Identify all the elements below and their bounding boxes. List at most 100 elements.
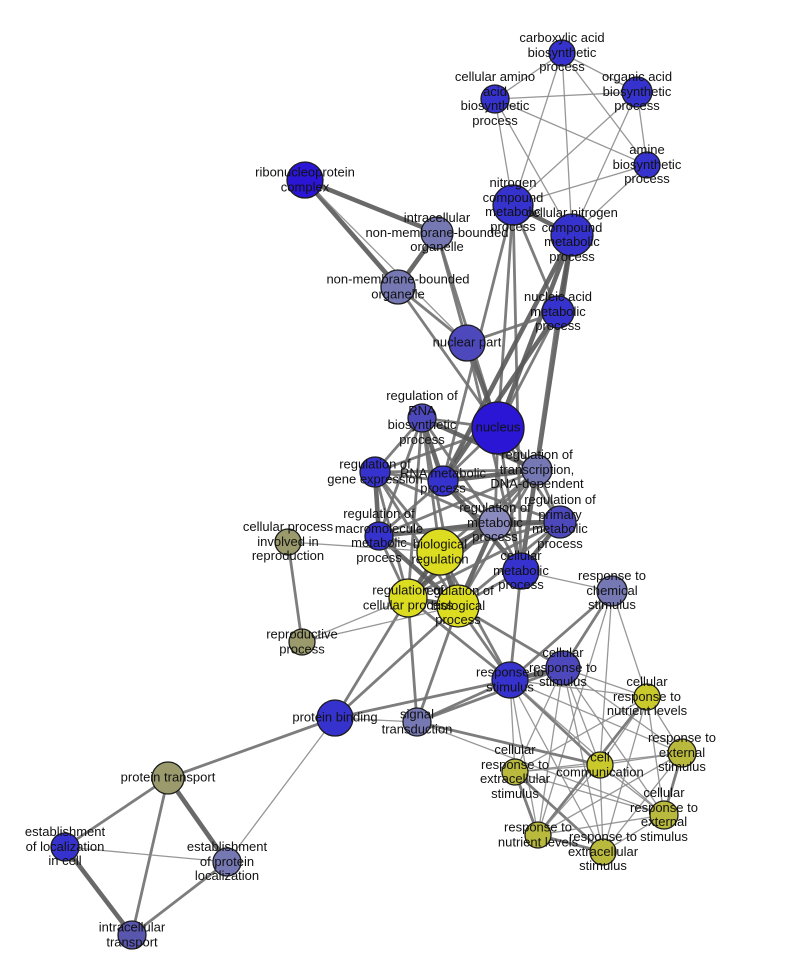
node-rmp[interactable] bbox=[478, 506, 512, 540]
edge-oaba-caaba bbox=[494, 91, 638, 100]
node-rtes[interactable] bbox=[667, 738, 697, 768]
edge-crts-cres bbox=[514, 667, 564, 773]
edge-rcp-rts bbox=[406, 596, 512, 682]
edge-caba-cncmp bbox=[561, 52, 573, 236]
edge-rts-rcs bbox=[508, 589, 614, 682]
edge-amba-ncmp bbox=[512, 164, 648, 206]
edge-epl-itrans bbox=[130, 860, 229, 937]
node-repro[interactable] bbox=[288, 628, 316, 656]
edge-bioreg-cpir bbox=[287, 541, 441, 553]
node-nucleus[interactable] bbox=[471, 401, 525, 455]
node-bioreg[interactable] bbox=[416, 528, 464, 576]
node-st[interactable] bbox=[402, 707, 432, 737]
edge-pb-epl bbox=[226, 717, 336, 863]
node-itrans[interactable] bbox=[117, 920, 147, 950]
edge-st-ccom bbox=[415, 720, 602, 767]
edge-pb-ptrans bbox=[166, 716, 337, 780]
node-pb[interactable] bbox=[316, 699, 354, 737]
edge-oaba-cncmp bbox=[571, 91, 638, 236]
node-rtnl[interactable] bbox=[524, 821, 552, 849]
edge-elc-itrans bbox=[62, 844, 135, 938]
edge-crnl-cres bbox=[514, 696, 648, 773]
edge-crtes-rtnl bbox=[537, 814, 665, 836]
node-cncmp[interactable] bbox=[550, 213, 594, 257]
node-rtdd[interactable] bbox=[521, 454, 553, 486]
node-rcp[interactable] bbox=[388, 578, 428, 618]
edge-rnp-nmbo bbox=[302, 177, 401, 290]
edge-namp-rnamp bbox=[440, 309, 561, 484]
edge-ccom-rtextra bbox=[599, 764, 604, 853]
edge-ptrans-elc bbox=[63, 776, 170, 849]
node-npart[interactable] bbox=[448, 324, 486, 362]
node-oaba[interactable] bbox=[621, 76, 653, 108]
edge-rts-crtes bbox=[509, 679, 665, 816]
edge-rtdd-rmmp bbox=[377, 468, 539, 538]
edge-rcs-rtnl bbox=[537, 590, 613, 836]
node-crts[interactable] bbox=[545, 650, 581, 686]
node-rnamp[interactable] bbox=[427, 465, 459, 497]
edge-ncmp-nucleus bbox=[496, 203, 515, 430]
edge-rcp-pb bbox=[333, 596, 410, 720]
edge-rts-rtnl bbox=[509, 679, 539, 836]
edge-rcs-crnl bbox=[611, 590, 648, 698]
edge-caaba-cncmp bbox=[494, 98, 573, 236]
node-amba[interactable] bbox=[633, 151, 661, 179]
node-namp[interactable] bbox=[541, 295, 575, 329]
node-ccom[interactable] bbox=[586, 751, 614, 779]
node-rbp[interactable] bbox=[436, 584, 480, 628]
edge-rts-crnl bbox=[509, 679, 648, 698]
edge-caba-amba bbox=[561, 52, 648, 166]
edge-cncmp-nucleus bbox=[495, 232, 575, 431]
edge-crts-st bbox=[415, 666, 565, 724]
edge-rtes-rtnl bbox=[537, 752, 683, 836]
node-rtextra[interactable] bbox=[589, 838, 617, 866]
edge-ptrans-epl bbox=[165, 775, 230, 865]
node-inmbo[interactable] bbox=[420, 216, 454, 250]
node-elc[interactable] bbox=[50, 832, 80, 862]
node-crtes[interactable] bbox=[649, 800, 679, 830]
edge-rpmp-rcp bbox=[406, 520, 562, 600]
node-cres[interactable] bbox=[501, 758, 529, 786]
edge-rbp-repro bbox=[301, 605, 459, 643]
edge-rge-rbp bbox=[373, 470, 460, 608]
node-rnp[interactable] bbox=[286, 161, 324, 199]
node-crnl[interactable] bbox=[633, 683, 661, 711]
edge-rts-pb bbox=[333, 678, 512, 720]
node-ncmp[interactable] bbox=[492, 184, 534, 226]
node-rmmp[interactable] bbox=[364, 521, 394, 551]
node-rcs[interactable] bbox=[596, 575, 628, 607]
edge-crnl-rtextra bbox=[602, 696, 648, 853]
node-caba[interactable] bbox=[548, 39, 576, 67]
edge-caaba-amba bbox=[494, 98, 648, 166]
edge-rnp-npart bbox=[304, 179, 468, 344]
node-rpmp[interactable] bbox=[543, 505, 577, 539]
edge-cres-crtes bbox=[514, 771, 665, 816]
edge-oaba-ncmp bbox=[512, 91, 638, 206]
node-ptrans[interactable] bbox=[151, 761, 185, 795]
edge-elc-epl bbox=[64, 846, 228, 863]
edge-rcs-ccom bbox=[599, 590, 613, 766]
node-cpir[interactable] bbox=[274, 528, 302, 556]
node-nmbo[interactable] bbox=[380, 269, 416, 305]
edge-namp-cmp bbox=[519, 310, 560, 573]
edge-rts-rtextra bbox=[509, 679, 604, 853]
edge-cpir-repro bbox=[286, 540, 304, 644]
edge-ccom-rtnl bbox=[537, 764, 601, 836]
edge-rtes-rtextra bbox=[602, 752, 683, 853]
edge-rrba-rcp bbox=[406, 416, 424, 600]
node-epl[interactable] bbox=[212, 847, 242, 877]
edge-rtdd-rnamp bbox=[440, 467, 540, 484]
edge-ncmp-cmp bbox=[511, 203, 523, 573]
node-rge[interactable] bbox=[359, 456, 391, 488]
edge-ptrans-itrans bbox=[130, 776, 170, 937]
edge-caba-ncmp bbox=[512, 52, 563, 206]
node-rrba[interactable] bbox=[407, 403, 437, 433]
node-caaba[interactable] bbox=[480, 84, 510, 114]
edge-rbp-pb bbox=[333, 604, 460, 720]
edge-rnp-inmbo bbox=[302, 177, 440, 236]
edge-rtdd-rge bbox=[373, 468, 539, 474]
node-cmp[interactable] bbox=[502, 552, 540, 590]
node-rts[interactable] bbox=[491, 661, 529, 699]
